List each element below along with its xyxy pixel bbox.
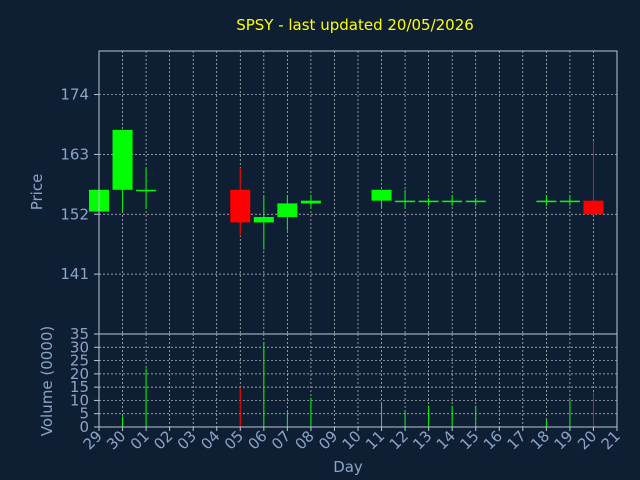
x-axis-label: Day (333, 458, 363, 476)
volume-tick-label: 0 (79, 418, 89, 436)
candle-body (442, 200, 463, 203)
price-panel: 141 152 163 174 (60, 50, 618, 335)
candle-body (559, 200, 580, 203)
volume-tick-label: 35 (70, 325, 89, 343)
day-tick-label: 06 (244, 427, 270, 453)
candle-body (371, 189, 392, 201)
day-tick-label: 13 (409, 427, 435, 453)
candle-body (277, 203, 298, 217)
price-tick-label: 152 (60, 205, 89, 223)
candle-body (583, 200, 604, 215)
day-tick-label: 09 (315, 427, 341, 453)
candlestick (442, 195, 463, 207)
price-tick-label: 174 (60, 86, 89, 104)
day-tick-label: 16 (480, 427, 506, 453)
candlestick (465, 197, 486, 207)
candlestick (230, 168, 251, 237)
chart-title: SPSY - last updated 20/05/2026 (236, 16, 474, 34)
day-tick-label: 17 (503, 427, 529, 453)
day-tick-label: 15 (456, 427, 482, 453)
candlestick (277, 195, 298, 231)
day-tick-label: 10 (339, 427, 365, 453)
volume-axis-label: Volume (0000) (38, 326, 56, 436)
price-tick-label: 163 (60, 145, 89, 163)
candlestick (371, 189, 392, 209)
day-tick-label: 18 (527, 427, 553, 453)
volume-tick-label: 20 (70, 365, 89, 383)
day-tick-label: 19 (551, 427, 577, 453)
day-tick-label: 14 (433, 427, 459, 453)
candlestick (395, 189, 416, 209)
candle-body (300, 200, 321, 204)
candlestick (583, 140, 604, 215)
candle-body (136, 189, 157, 192)
day-tick-label: 07 (268, 427, 294, 453)
candle-body (253, 216, 274, 223)
day-tick-label: 12 (386, 427, 412, 453)
volume-tick-label: 5 (79, 405, 89, 423)
candle-body (112, 129, 133, 190)
candlestick (253, 195, 274, 250)
candlestick (559, 195, 580, 207)
day-tick-label: 30 (103, 427, 129, 453)
volume-tick-label: 30 (70, 338, 89, 356)
volume-tick-label: 15 (70, 378, 89, 396)
price-axis-label: Price (28, 174, 46, 211)
day-tick-label: 08 (292, 427, 318, 453)
day-tick-label: 11 (362, 427, 388, 453)
day-tick-label: 03 (174, 427, 200, 453)
day-tick-label: 04 (197, 427, 223, 453)
candle-body (465, 200, 486, 203)
day-tick-label: 02 (150, 427, 176, 453)
candle-body (536, 200, 557, 203)
candlestick (418, 197, 439, 207)
volume-panel: 0510152025303529300102030405060708091011… (70, 325, 624, 453)
candlestick (300, 195, 321, 209)
candle-body (418, 200, 439, 203)
day-tick-label: 05 (221, 427, 247, 453)
volume-tick-label: 10 (70, 391, 89, 409)
candle-body (395, 200, 416, 203)
candle-body (230, 189, 251, 223)
volume-tick-label: 25 (70, 352, 89, 370)
candlestick (136, 168, 157, 209)
candlestick (536, 195, 557, 207)
candlestick (112, 129, 133, 212)
day-tick-label: 01 (127, 427, 153, 453)
day-tick-label: 21 (598, 427, 624, 453)
day-tick-label: 20 (574, 427, 600, 453)
price-tick-label: 141 (60, 265, 89, 283)
